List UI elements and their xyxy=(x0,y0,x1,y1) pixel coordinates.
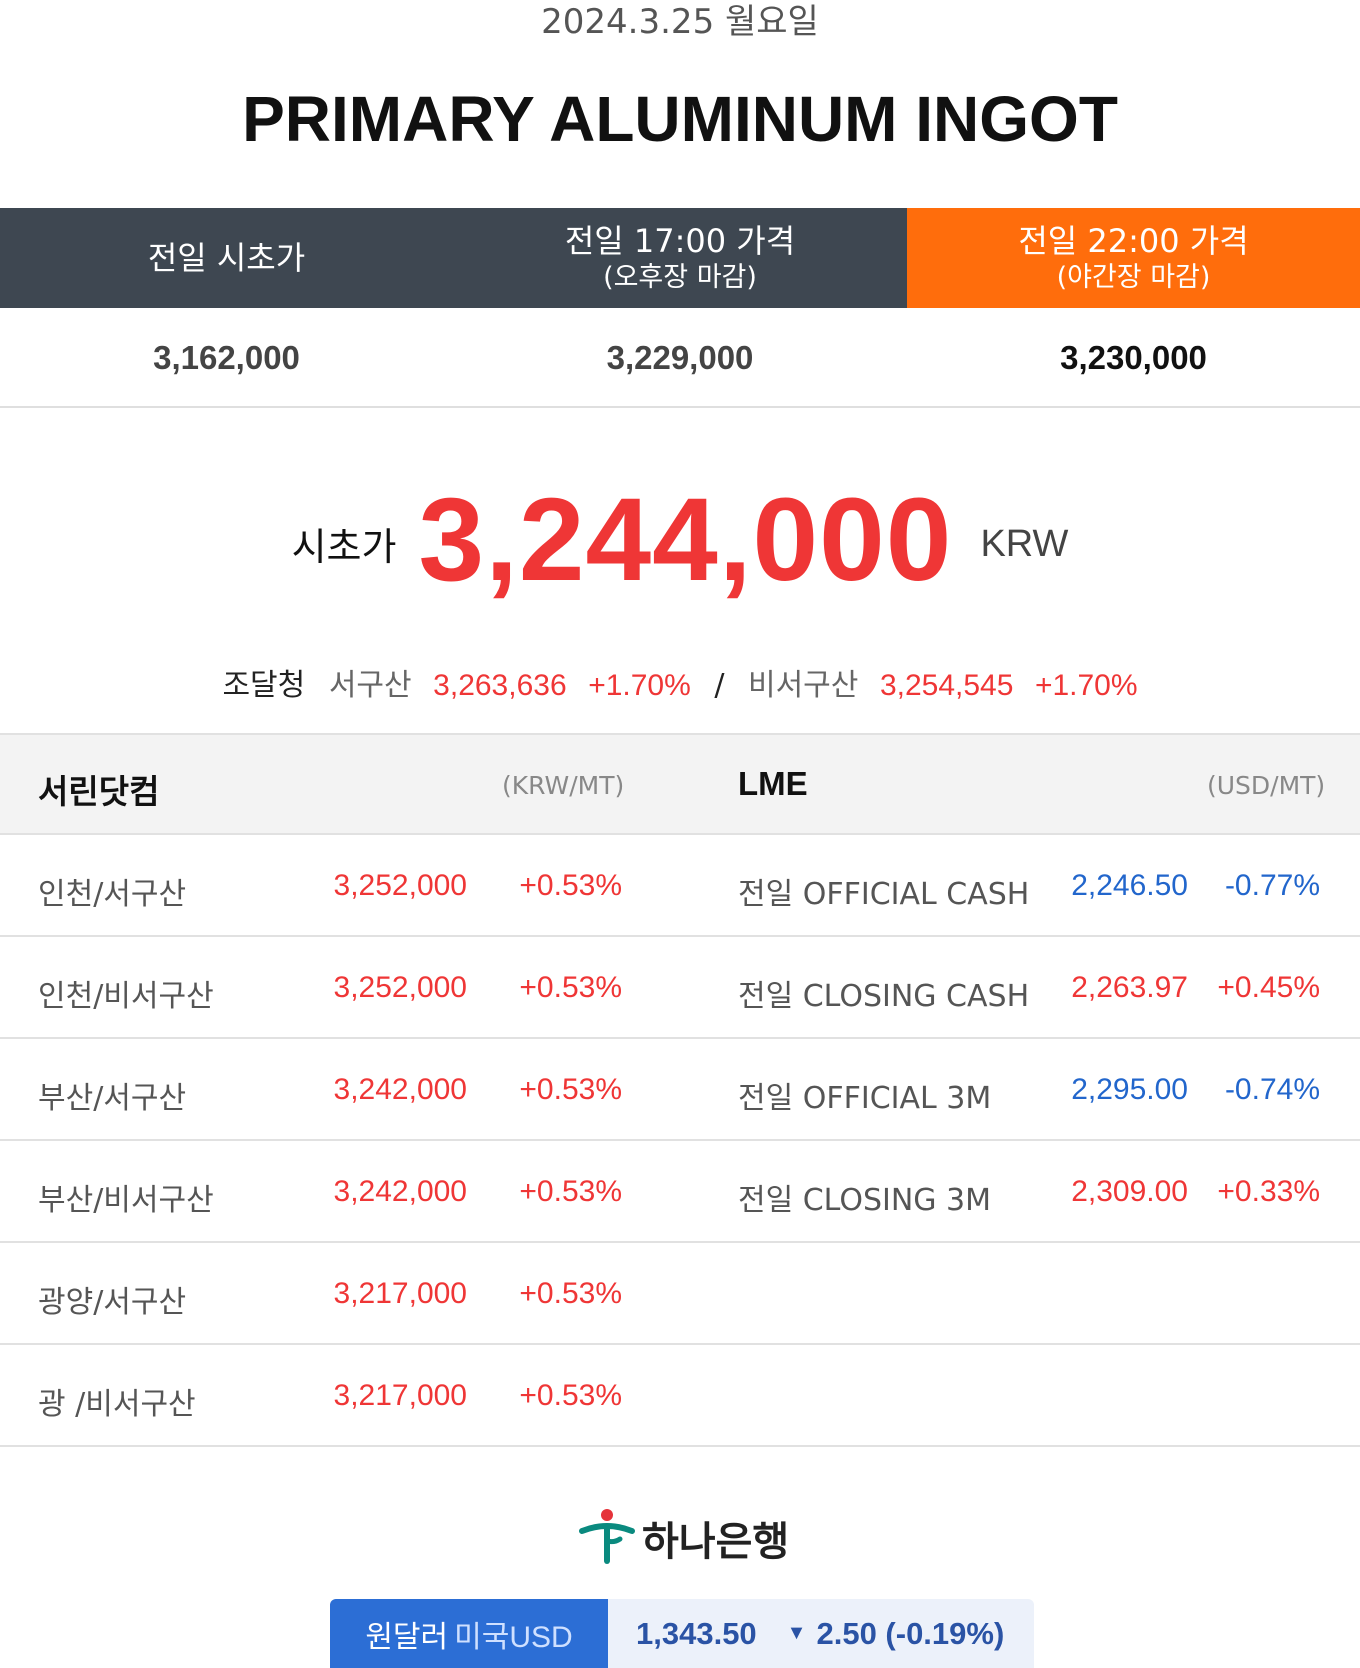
lme-item-name: 전일 OFFICIAL CASH xyxy=(738,877,1030,912)
procurement-line: 조달청 서구산 3,263,636 +1.70% / 비서구산 3,254,54… xyxy=(0,660,1360,704)
table-row: 인천/비서구산 3,252,000 +0.53% 전일 CLOSING CASH 2,2… xyxy=(0,937,1360,1039)
opening-price-unit: KRW xyxy=(980,522,1069,565)
prev-2200-value: 3,230,000 xyxy=(1060,339,1207,376)
lme-item-pct: +0.33% xyxy=(1217,1175,1320,1208)
region-pct: +0.53% xyxy=(519,869,622,902)
prev-1700-header-label: 전일 17:00 가격 xyxy=(564,222,796,260)
region-price: 3,242,000 xyxy=(333,1175,467,1208)
region-pct: +0.53% xyxy=(519,1073,622,1106)
region-pct: +0.53% xyxy=(519,1175,622,1208)
region-pct: +0.53% xyxy=(519,1379,622,1412)
date-label: 2024.3.25 월요일 xyxy=(541,2,819,42)
lme-item-price: 2,263.97 xyxy=(1071,971,1188,1004)
seorin-header: 서린닷컴 xyxy=(38,772,160,811)
lme-header: LME xyxy=(738,765,808,802)
price-table: 서린닷컴 (KRW/MT) LME (USD/MT) 인천/서구산 3,252,0… xyxy=(0,733,1360,1447)
table-row: 부산/비서구산 3,242,000 +0.53% 전일 CLOSING 3M 2,309… xyxy=(0,1141,1360,1243)
fx-label: 원달러 xyxy=(365,1619,449,1655)
triangle-down-icon: ▼ xyxy=(786,1622,807,1644)
prev-price-header-row: 전일 시초가 전일 17:00 가격 (오후장 마감) 전일 22:00 가격 … xyxy=(0,208,1360,308)
procurement-nonwest-price: 3,254,545 xyxy=(879,669,1014,702)
bank-logo: 하나은행 xyxy=(578,1508,789,1568)
lme-item-price: 2,295.00 xyxy=(1071,1073,1188,1106)
table-row: 부산/서구산 3,242,000 +0.53% 전일 OFFICIAL 3M 2,295… xyxy=(0,1039,1360,1141)
region-name: 인천/서구산 xyxy=(38,877,187,912)
region-name: 광양/서구산 xyxy=(38,1285,187,1320)
prev-open-value: 3,162,000 xyxy=(153,339,300,376)
procurement-nonwest-label: 비서구산 xyxy=(747,668,859,703)
procurement-label: 조달청 xyxy=(222,668,306,703)
fx-sub-label: 미국USD xyxy=(454,1620,573,1654)
lme-item-pct: -0.77% xyxy=(1224,869,1320,902)
lme-item-price: 2,309.00 xyxy=(1071,1175,1188,1208)
fx-value-area: 1,343.50 ▼ 2.50 (-0.19%) xyxy=(608,1599,1034,1668)
region-name: 부산/서구산 xyxy=(38,1081,187,1116)
fx-label-tab[interactable]: 원달러 미국USD xyxy=(330,1599,608,1668)
procurement-west-label: 서구산 xyxy=(328,668,412,703)
lme-item-price: 2,246.50 xyxy=(1071,869,1188,902)
lme-item-pct: -0.74% xyxy=(1224,1073,1320,1106)
lme-item-name: 전일 CLOSING CASH xyxy=(738,979,1030,1014)
region-price: 3,252,000 xyxy=(333,971,467,1004)
prev-open-header: 전일 시초가 xyxy=(0,208,453,308)
table-row: 광양/서구산 3,217,000 +0.53% xyxy=(0,1243,1360,1345)
hana-bank-logo-icon xyxy=(578,1507,636,1569)
lme-unit: (USD/MT) xyxy=(1207,771,1326,800)
opening-price-value: 3,244,000 xyxy=(418,474,953,606)
prev-2200-header-label: 전일 22:00 가격 xyxy=(1018,222,1249,260)
price-table-header: 서린닷컴 (KRW/MT) LME (USD/MT) xyxy=(0,733,1360,835)
fx-rate: 1,343.50 xyxy=(636,1615,757,1651)
procurement-slash: / xyxy=(714,668,725,703)
region-price: 3,252,000 xyxy=(333,869,467,902)
table-row: 인천/서구산 3,252,000 +0.53% 전일 OFFICIAL CASH 2,2… xyxy=(0,835,1360,937)
prev-price-value-row: 3,162,000 3,229,000 3,230,000 xyxy=(0,308,1360,408)
page-title: PRIMARY ALUMINUM INGOT xyxy=(242,83,1118,155)
prev-1700-header-sub: (오후장 마감) xyxy=(603,262,757,293)
opening-price-label: 시초가 xyxy=(291,524,397,569)
opening-price-block: 시초가 3,244,000 KRW xyxy=(0,470,1360,610)
bank-name: 하나은행 xyxy=(642,1519,790,1565)
lme-item-pct: +0.45% xyxy=(1217,971,1320,1004)
procurement-nonwest-pct: +1.70% xyxy=(1034,669,1138,702)
prev-1700-header: 전일 17:00 가격 (오후장 마감) xyxy=(453,208,907,308)
region-name: 인천/비서구산 xyxy=(38,979,214,1014)
prev-2200-header: 전일 22:00 가격 (야간장 마감) xyxy=(907,208,1360,308)
fx-change: 2.50 (-0.19%) xyxy=(816,1615,1005,1651)
lme-item-name: 전일 CLOSING 3M xyxy=(738,1183,992,1218)
procurement-west-price: 3,263,636 xyxy=(433,669,567,702)
prev-1700-value: 3,229,000 xyxy=(606,339,754,376)
procurement-west-pct: +1.70% xyxy=(588,669,691,702)
region-name: 부산/비서구산 xyxy=(38,1183,214,1218)
region-pct: +0.53% xyxy=(519,971,622,1004)
seorin-unit: (KRW/MT) xyxy=(502,771,625,800)
prev-2200-header-sub: (야간장 마감) xyxy=(1056,262,1211,293)
lme-item-name: 전일 OFFICIAL 3M xyxy=(738,1081,992,1116)
table-row: 광 /비서구산 3,217,000 +0.53% xyxy=(0,1345,1360,1447)
region-pct: +0.53% xyxy=(519,1277,622,1310)
region-price: 3,217,000 xyxy=(333,1277,467,1310)
region-price: 3,242,000 xyxy=(333,1073,467,1106)
fx-widget[interactable]: 원달러 미국USD 1,343.50 ▼ 2.50 (-0.19%) xyxy=(330,1599,1034,1668)
prev-open-header-label: 전일 시초가 xyxy=(147,239,306,277)
region-price: 3,217,000 xyxy=(333,1379,467,1412)
region-name: 광 /비서구산 xyxy=(38,1387,196,1422)
